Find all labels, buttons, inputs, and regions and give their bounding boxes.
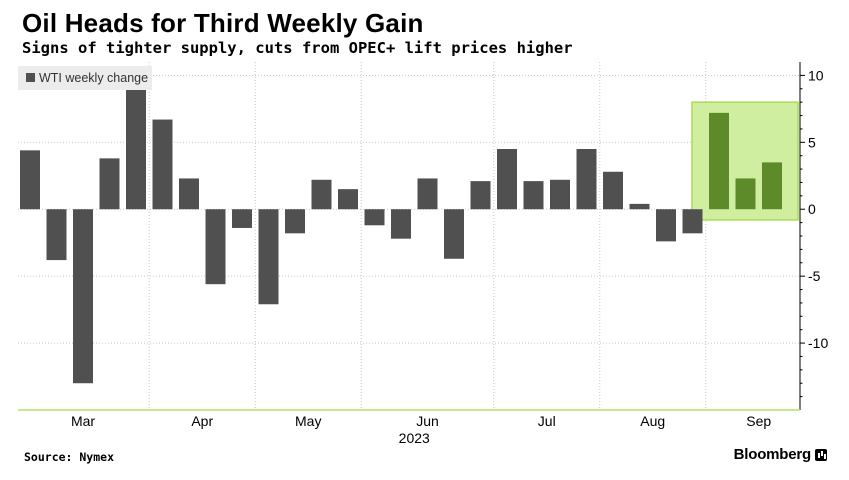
- bar: [576, 149, 597, 210]
- bar: [20, 150, 40, 210]
- brand-name: Bloomberg: [733, 446, 812, 463]
- bar: [709, 112, 729, 210]
- bar: [682, 209, 703, 234]
- x-tick-label: Jun: [416, 413, 439, 429]
- source-note: Source: Nymex: [24, 450, 115, 464]
- bar: [179, 178, 199, 210]
- bar: [285, 209, 305, 234]
- chart-subtitle: Signs of tighter supply, cuts from OPEC+…: [22, 39, 573, 57]
- y-tick-label: 0: [808, 201, 816, 217]
- bar: [46, 209, 67, 261]
- bloomberg-logo: Bloomberg: [734, 446, 827, 463]
- y-tick-label: 10: [808, 67, 824, 83]
- legend-box: [18, 66, 152, 90]
- bar: [470, 181, 491, 210]
- bar: [73, 209, 93, 384]
- bar: [656, 209, 676, 242]
- y-tick-label: -10: [808, 335, 828, 351]
- bar: [550, 179, 570, 210]
- axis-layer: 10 5 0 -5 -10 Mar Apr May Jun Jul Aug Sep 2023: [18, 62, 828, 446]
- chart-title: Oil Heads for Third Weekly Gain: [22, 8, 424, 38]
- bar: [258, 209, 279, 305]
- legend-swatch: [26, 73, 35, 82]
- legend-label: WTI weekly change: [39, 71, 148, 85]
- x-tick-label: May: [295, 413, 321, 429]
- bar: [629, 203, 650, 210]
- bar: [603, 171, 623, 210]
- legend: WTI weekly change: [18, 66, 152, 90]
- bloomberg-terminal-icon: [815, 448, 827, 461]
- x-tick-label: Mar: [71, 413, 95, 429]
- x-tick-label: Aug: [640, 413, 665, 429]
- bar: [735, 178, 756, 210]
- bar: [232, 209, 252, 228]
- bar: [444, 209, 464, 259]
- bar: [364, 209, 385, 226]
- bar: [126, 84, 146, 210]
- bar: [523, 181, 544, 210]
- y-tick-label: -5: [808, 268, 821, 284]
- bar: [311, 179, 332, 210]
- bar: [762, 162, 782, 210]
- bar: [338, 189, 358, 210]
- x-year-label: 2023: [399, 430, 430, 446]
- bar: [391, 209, 411, 239]
- bar-layer: [20, 84, 782, 384]
- bar: [497, 149, 517, 210]
- bar: [205, 209, 226, 285]
- x-tick-label: Jul: [538, 413, 556, 429]
- bar: [417, 178, 438, 210]
- bar: [152, 119, 173, 210]
- bar: [99, 158, 120, 210]
- x-tick-label: Apr: [191, 413, 213, 429]
- x-tick-label: Sep: [746, 413, 771, 429]
- y-tick-label: 5: [808, 134, 816, 150]
